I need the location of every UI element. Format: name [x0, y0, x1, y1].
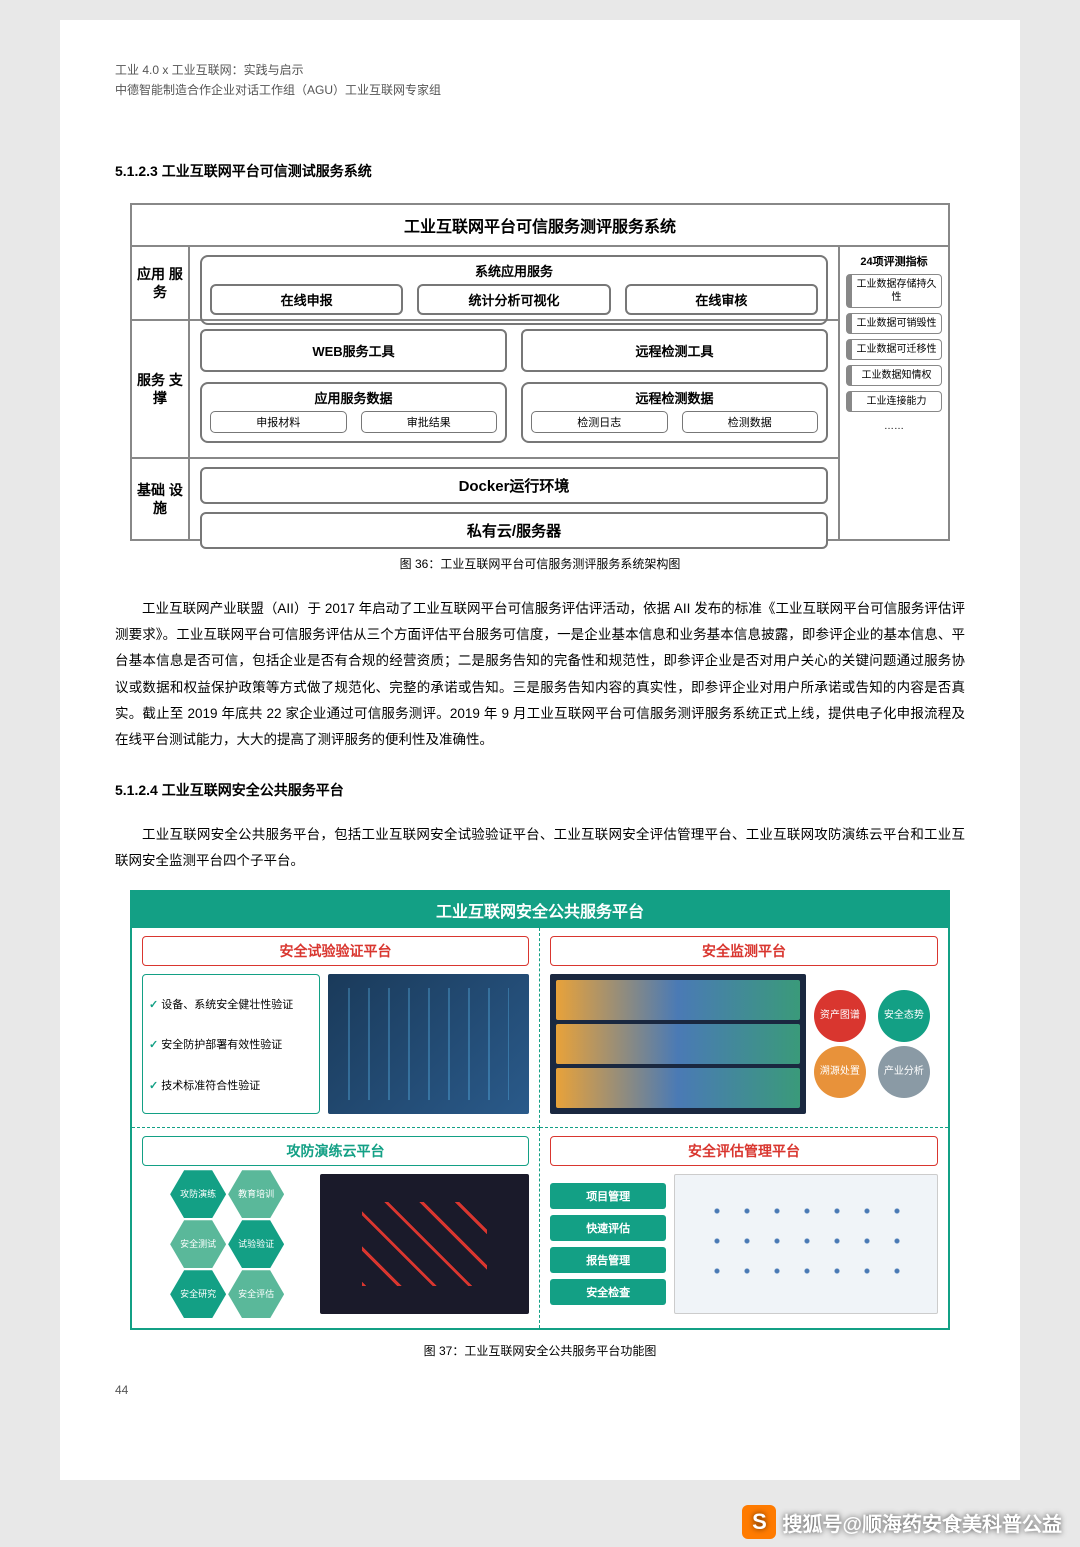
q4-btn-2: 报告管理	[550, 1247, 666, 1273]
q1-checklist: 设备、系统安全健壮性验证 安全防护部署有效性验证 技术标准符合性验证	[142, 974, 320, 1114]
q3-hex-0: 攻防演练	[170, 1170, 226, 1218]
q3-hex-5: 安全评估	[228, 1270, 284, 1318]
q2-circ-0: 资产图谱	[814, 990, 866, 1042]
row-label-infra: 基础 设施	[132, 459, 188, 539]
diagram-37-title: 工业互联网安全公共服务平台	[132, 892, 948, 928]
q3-hex-1: 教育培训	[228, 1170, 284, 1218]
q3-hex-4: 安全研究	[170, 1270, 226, 1318]
q4-btn-1: 快速评估	[550, 1215, 666, 1241]
svc-data1-item-1: 审批结果	[361, 411, 498, 433]
side-item-2: 工业数据可迁移性	[846, 339, 942, 360]
q1-item-2: 技术标准符合性验证	[149, 1077, 313, 1093]
document-page: 工业 4.0 x 工业互联网：实践与启示 中德智能制造合作企业对话工作组（AGU…	[60, 20, 1020, 1480]
app-item-1: 统计分析可视化	[417, 284, 610, 315]
svc-data2-item-1: 检测数据	[682, 411, 819, 433]
q3-hexagons: 攻防演练 教育培训 安全测试 试验验证 安全研究 安全评估	[142, 1174, 312, 1314]
infra-1: 私有云/服务器	[200, 512, 828, 549]
watermark: 搜狐号@顺海药安食美科普公益	[742, 1505, 1062, 1539]
q4-btn-3: 安全检查	[550, 1279, 666, 1305]
q1-image-placeholder	[328, 974, 529, 1114]
app-service-group: 系统应用服务 在线申报 统计分析可视化 在线审核	[200, 255, 828, 325]
section-5-1-2-3-heading: 5.1.2.3 工业互联网平台可信测试服务系统	[115, 161, 965, 181]
svc-data-group-1: 应用服务数据 申报材料 审批结果	[200, 382, 507, 443]
q3-hex-3: 试验验证	[228, 1220, 284, 1268]
side-item-3: 工业数据知情权	[846, 365, 942, 386]
watermark-text: 搜狐号@顺海药安食美科普公益	[782, 1508, 1062, 1537]
quadrant-4: 安全评估管理平台 项目管理 快速评估 报告管理 安全检查	[540, 1128, 948, 1328]
svc-data2-item-0: 检测日志	[531, 411, 668, 433]
section-5-1-2-4-heading: 5.1.2.4 工业互联网安全公共服务平台	[115, 780, 965, 800]
q3-title: 攻防演练云平台	[142, 1136, 529, 1166]
header-line2: 中德智能制造合作企业对话工作组（AGU）工业互联网专家组	[115, 80, 965, 100]
q2-circ-1: 安全态势	[878, 990, 930, 1042]
caption-37: 图 37：工业互联网安全公共服务平台功能图	[115, 1342, 965, 1359]
side-item-4: 工业连接能力	[846, 391, 942, 412]
diagram-36-title: 工业互联网平台可信服务测评服务系统	[132, 205, 948, 247]
q3-hex-2: 安全测试	[170, 1220, 226, 1268]
sohu-logo-icon	[742, 1505, 776, 1539]
page-number: 44	[115, 1383, 965, 1397]
app-group-title: 系统应用服务	[210, 261, 818, 280]
q4-buttons: 项目管理 快速评估 报告管理 安全检查	[550, 1174, 666, 1314]
app-item-2: 在线审核	[625, 284, 818, 315]
quadrant-1: 安全试验验证平台 设备、系统安全健壮性验证 安全防护部署有效性验证 技术标准符合…	[132, 928, 540, 1128]
page-header: 工业 4.0 x 工业互联网：实践与启示 中德智能制造合作企业对话工作组（AGU…	[115, 60, 965, 101]
diagram-37: 工业互联网安全公共服务平台 安全试验验证平台 设备、系统安全健壮性验证 安全防护…	[130, 890, 950, 1330]
quadrant-3: 攻防演练云平台 攻防演练 教育培训 安全测试 试验验证 安全研究 安全评估	[132, 1128, 540, 1328]
q3-image-placeholder	[320, 1174, 529, 1314]
side-item-0: 工业数据存储持久性	[846, 274, 942, 308]
q2-circ-2: 溯源处置	[814, 1046, 866, 1098]
q2-title: 安全监测平台	[550, 936, 938, 966]
diagram-36: 工业互联网平台可信服务测评服务系统 应用 服务 服务 支撑 基础 设施 系统应用…	[130, 203, 950, 541]
q2-circ-3: 产业分析	[878, 1046, 930, 1098]
svc-data-group-2: 远程检测数据 检测日志 检测数据	[521, 382, 828, 443]
q1-item-1: 安全防护部署有效性验证	[149, 1036, 313, 1052]
q1-item-0: 设备、系统安全健壮性验证	[149, 996, 313, 1012]
caption-36: 图 36：工业互联网平台可信服务测评服务系统架构图	[115, 555, 965, 572]
infra-0: Docker运行环境	[200, 467, 828, 504]
svc-tool-0: WEB服务工具	[200, 329, 507, 372]
side-item-1: 工业数据可销毁性	[846, 313, 942, 334]
svc-data1-title: 应用服务数据	[210, 388, 497, 407]
q4-image-placeholder	[674, 1174, 938, 1314]
q2-dashboard-placeholder	[550, 974, 806, 1114]
side-item-5: ……	[846, 417, 942, 436]
q1-title: 安全试验验证平台	[142, 936, 529, 966]
header-line1: 工业 4.0 x 工业互联网：实践与启示	[115, 60, 965, 80]
paragraph-1: 工业互联网产业联盟（AII）于 2017 年启动了工业互联网平台可信服务评估评活…	[115, 596, 965, 754]
svc-tool-1: 远程检测工具	[521, 329, 828, 372]
row-label-svc: 服务 支撑	[132, 321, 188, 459]
q2-circles: 资产图谱 安全态势 溯源处置 产业分析	[814, 974, 938, 1114]
q4-btn-0: 项目管理	[550, 1183, 666, 1209]
svc-data1-item-0: 申报材料	[210, 411, 347, 433]
paragraph-2: 工业互联网安全公共服务平台，包括工业互联网安全试验验证平台、工业互联网安全评估管…	[115, 822, 965, 875]
row-label-app: 应用 服务	[132, 247, 188, 321]
quadrant-2: 安全监测平台 资产图谱 安全态势 溯源处置 产业分析	[540, 928, 948, 1128]
side-indicators: 24项评测指标 工业数据存储持久性 工业数据可销毁性 工业数据可迁移性 工业数据…	[838, 247, 948, 539]
app-item-0: 在线申报	[210, 284, 403, 315]
q4-title: 安全评估管理平台	[550, 1136, 938, 1166]
side-title: 24项评测指标	[846, 253, 942, 269]
svc-data2-title: 远程检测数据	[531, 388, 818, 407]
